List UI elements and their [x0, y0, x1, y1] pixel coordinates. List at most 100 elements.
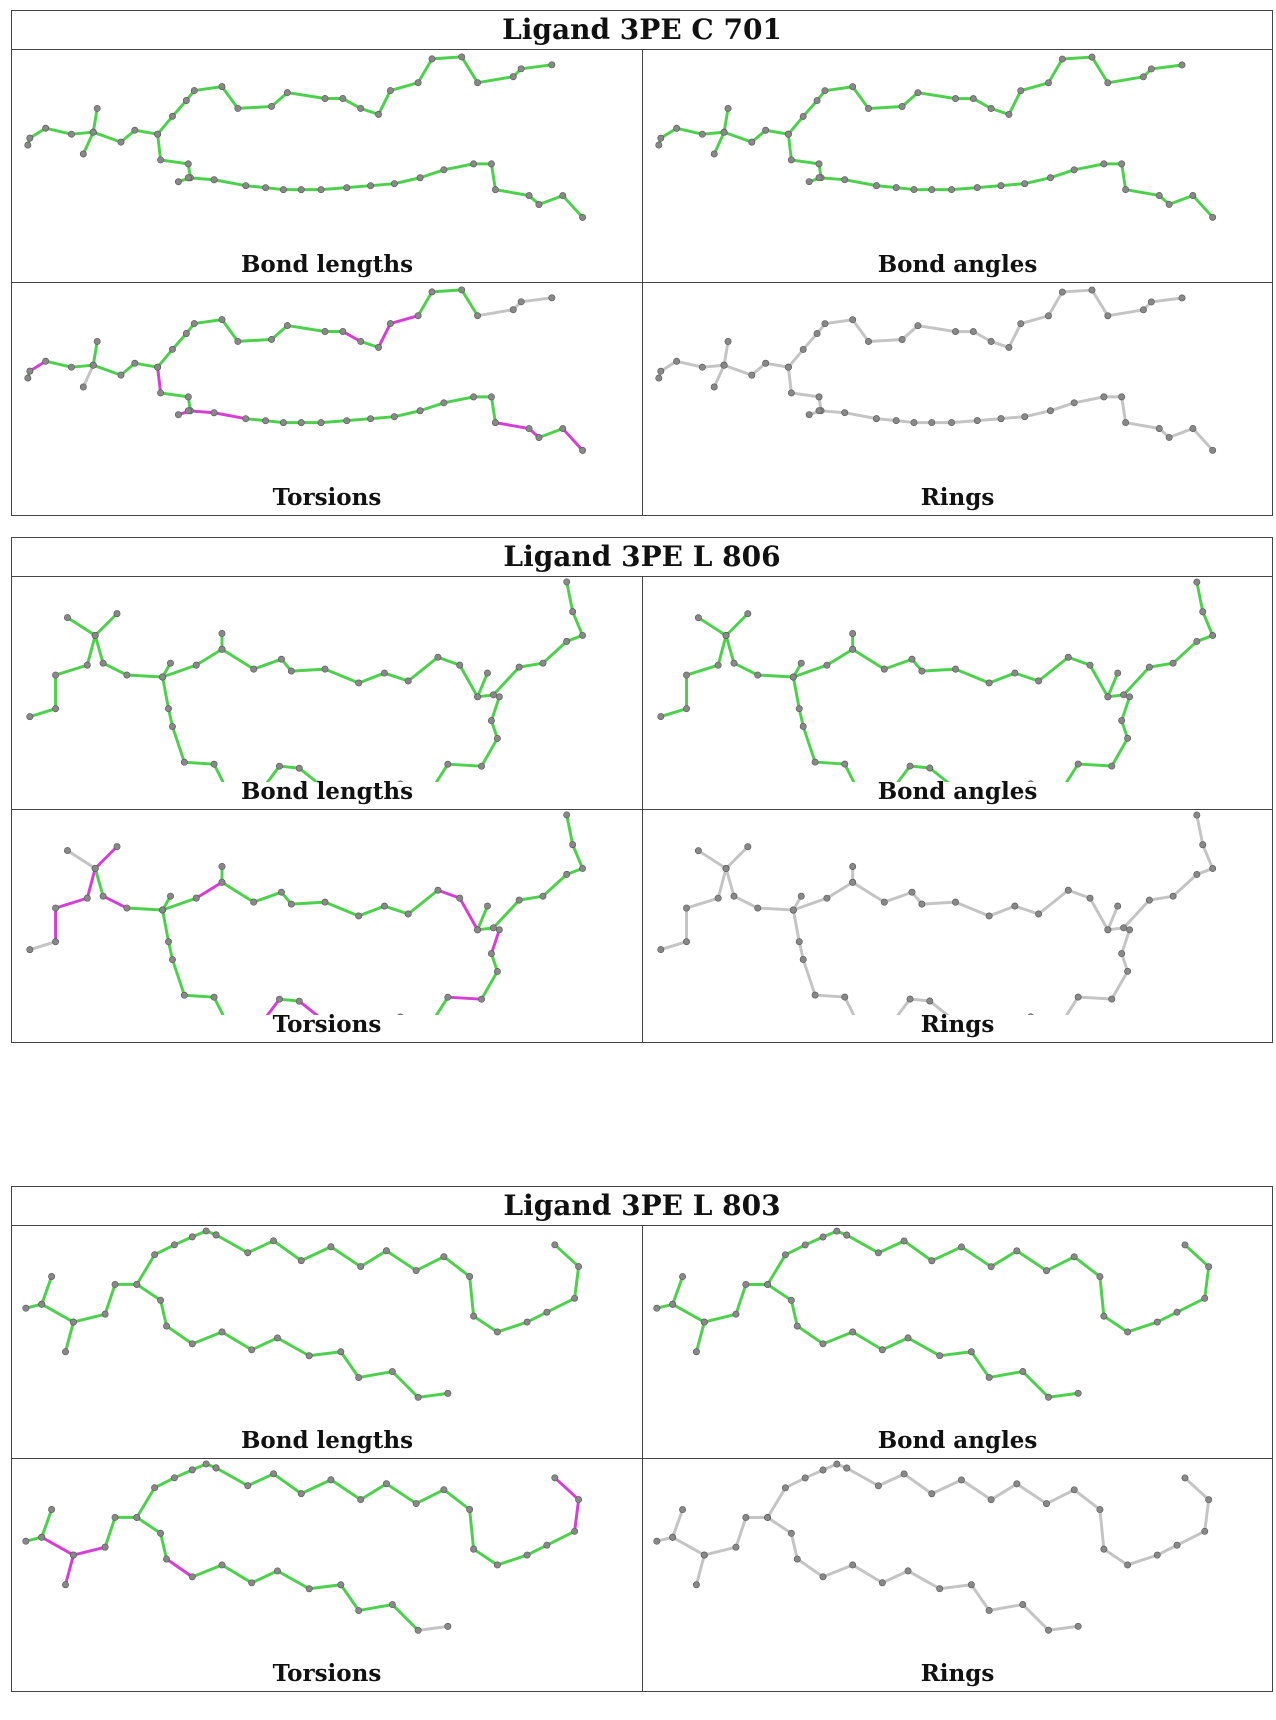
atom-dot [52, 705, 60, 713]
atom-dot [559, 425, 567, 433]
atom-dot [669, 1300, 677, 1308]
atom-dot [38, 1533, 46, 1541]
bond-line [722, 130, 754, 144]
bond-line [1047, 57, 1064, 85]
atom-dot [655, 374, 663, 382]
atom-dot [1027, 780, 1034, 782]
bond-line [1120, 395, 1128, 425]
atom-dot [1181, 1241, 1189, 1249]
bond-line [430, 288, 464, 294]
bond-line [789, 391, 821, 399]
atom-dot [297, 186, 305, 194]
bond-line [1076, 762, 1114, 768]
atom-dot [523, 1318, 531, 1326]
atom-dot [1045, 1393, 1052, 1401]
atom-dot [495, 693, 503, 701]
bond-line [406, 888, 440, 916]
atom-dot [569, 608, 577, 616]
atom-dot [724, 105, 732, 112]
atom-dot [69, 1318, 77, 1326]
bond-line [1047, 1624, 1080, 1632]
atom-dot [190, 320, 198, 328]
atom-dot [64, 614, 71, 622]
bond-line [345, 184, 373, 190]
atom-dot [404, 910, 412, 918]
atom-dot [470, 1545, 478, 1553]
atom-dot [732, 1543, 740, 1551]
atom-dot [79, 383, 87, 391]
atom-dot [928, 1490, 936, 1498]
atom-dot [1096, 1506, 1104, 1514]
bond-line [299, 1245, 333, 1263]
atom-dot [274, 1334, 281, 1342]
bond-line [938, 1350, 973, 1358]
atom-dot [849, 878, 857, 886]
atom-dot [874, 1249, 882, 1257]
atom-dot [218, 83, 226, 91]
atom-dot [388, 1368, 396, 1376]
bond-line [1098, 1275, 1106, 1318]
atom-dot [188, 1233, 196, 1241]
bond-line [491, 898, 521, 930]
atom-dot [111, 1280, 119, 1288]
bond-line [388, 81, 420, 93]
atom-dot [764, 1281, 772, 1288]
atom-dot [355, 1374, 363, 1382]
atom-dot [180, 758, 188, 766]
bond-line [789, 158, 821, 166]
atom-dot [815, 393, 823, 401]
bond-line [384, 1249, 418, 1273]
bond-line [436, 888, 462, 900]
bond-line [476, 671, 489, 699]
atom-dot [1058, 55, 1066, 63]
bond-line [882, 890, 914, 904]
bond-line [867, 338, 904, 343]
atom-dot [382, 1480, 390, 1488]
atom-dot [789, 673, 797, 681]
bond-line [392, 409, 422, 419]
bond-line [900, 91, 920, 108]
atom-dot [24, 141, 32, 149]
atom-dot [969, 328, 977, 336]
atom-dot [575, 1496, 583, 1504]
bond-line [1203, 1265, 1211, 1300]
bond-line [489, 395, 497, 425]
bond-line [1060, 55, 1094, 61]
atom-dot [787, 1296, 795, 1304]
bond-line [906, 1336, 942, 1358]
atom-dot [367, 415, 375, 423]
atom-dot [1173, 1308, 1181, 1316]
atom-dot [154, 130, 162, 138]
atom-dot [543, 1541, 551, 1549]
atom-dot [985, 912, 993, 920]
bond-line [1106, 75, 1145, 85]
atom-dot [952, 328, 959, 336]
atom-dot [1145, 663, 1153, 671]
atom-dot [1189, 192, 1197, 199]
atom-dot [813, 97, 821, 105]
bond-line [1155, 1543, 1179, 1557]
atom-dot [474, 926, 482, 934]
bond-line [101, 894, 129, 910]
atom-dot [900, 1237, 908, 1245]
bond-line [159, 1531, 169, 1561]
bond-line [442, 162, 476, 172]
atom-dot [754, 904, 762, 912]
atom-dot [1019, 1601, 1027, 1608]
atom-dot [414, 312, 422, 320]
ligand-panel-3: Ligand 3PE L 803 Bond lengths Bond angle… [11, 1186, 1273, 1692]
cell-caption: Rings [920, 484, 995, 511]
bond-line [414, 1255, 446, 1273]
bond-line [220, 880, 256, 904]
atom-dot [277, 888, 285, 896]
atom-dot [764, 1514, 772, 1521]
bond-line [40, 1535, 75, 1557]
bond-line [1088, 663, 1110, 699]
bond-line [882, 657, 914, 671]
atom-dot [380, 902, 388, 910]
bond-line [285, 324, 327, 334]
bond-line [159, 1298, 169, 1328]
atom-dot [1013, 1480, 1021, 1488]
atom-dot [872, 182, 880, 190]
atom-dot [1118, 393, 1126, 401]
